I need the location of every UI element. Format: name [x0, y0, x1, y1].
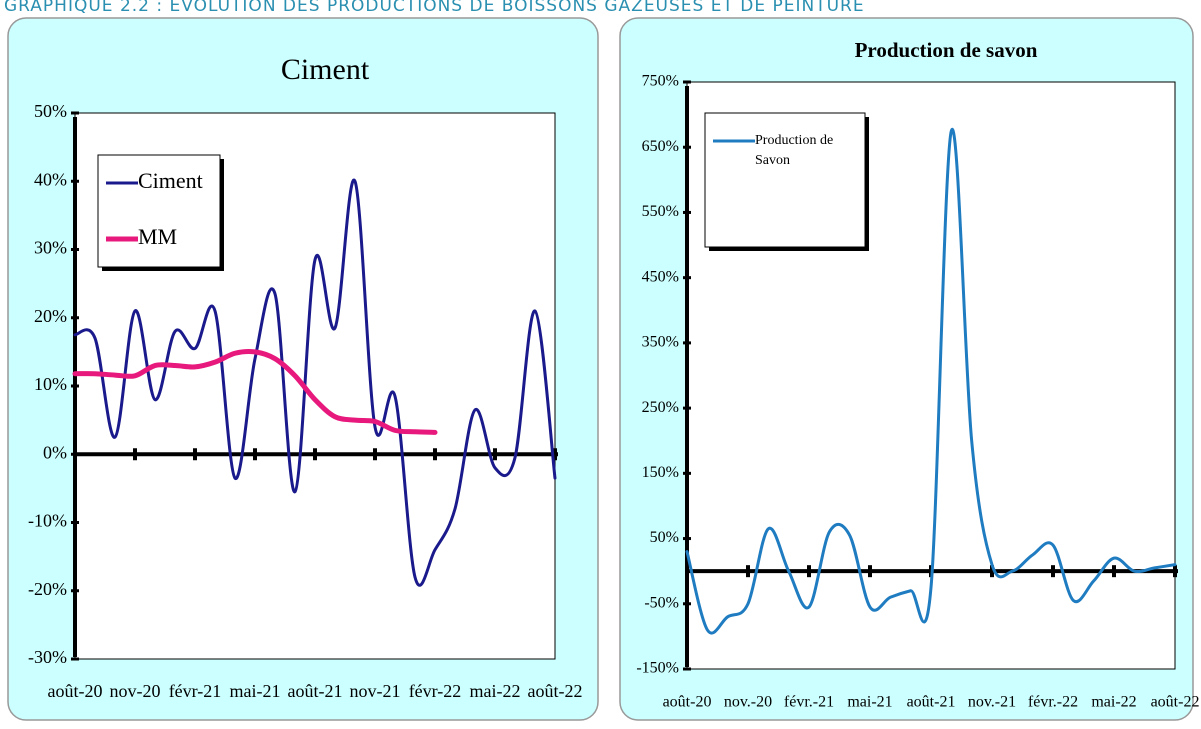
- legend-label: Ciment: [138, 168, 203, 193]
- y-tick-label: 550%: [642, 203, 679, 220]
- y-tick-label: 750%: [642, 73, 679, 90]
- x-tick-label: nov.-21: [968, 694, 1016, 711]
- y-tick-label: 650%: [642, 138, 679, 155]
- y-tick-label: -20%: [28, 579, 67, 599]
- y-tick-label: 50%: [650, 529, 679, 546]
- y-tick-label: 50%: [34, 101, 67, 121]
- y-tick-label: 250%: [642, 399, 679, 416]
- y-tick-label: 30%: [34, 238, 67, 258]
- y-tick-label: 20%: [34, 306, 67, 326]
- chart-title: Ciment: [281, 53, 370, 86]
- x-tick-label: févr.-22: [1028, 694, 1078, 711]
- y-tick-label: -30%: [28, 647, 67, 667]
- series-line: [72, 348, 438, 435]
- chart-title: Production de savon: [855, 38, 1038, 62]
- y-tick-label: -150%: [636, 660, 679, 677]
- x-tick-label: mai-22: [470, 681, 521, 701]
- x-tick-label: févr-21: [169, 681, 222, 701]
- x-tick-label: nov-20: [110, 681, 161, 701]
- x-tick-label: nov.-20: [724, 694, 772, 711]
- y-tick-label: 10%: [34, 374, 67, 394]
- series-line: [685, 127, 1177, 635]
- x-tick-label: mai-21: [847, 694, 892, 711]
- y-tick-label: 0%: [43, 442, 67, 462]
- x-tick-label: févr-22: [409, 681, 462, 701]
- x-tick-label: août-21: [907, 694, 956, 711]
- y-tick-label: 450%: [642, 268, 679, 285]
- legend-label: Production de Savon: [755, 133, 834, 168]
- x-tick-label: août-20: [48, 681, 103, 701]
- page-header: GRAPHIQUE 2.2 : EVOLUTION DES PRODUCTION…: [4, 0, 865, 16]
- legend: [97, 154, 221, 268]
- y-tick-label: -50%: [644, 594, 679, 611]
- legend: [704, 112, 866, 248]
- x-tick-label: mai-22: [1091, 694, 1136, 711]
- x-tick-label: févr.-21: [784, 694, 834, 711]
- x-tick-label: août-21: [288, 681, 343, 701]
- x-tick-label: nov-21: [350, 681, 401, 701]
- y-tick-label: 40%: [34, 169, 67, 189]
- y-tick-label: 350%: [642, 334, 679, 351]
- legend-label: MM: [138, 224, 177, 249]
- x-tick-label: août-20: [663, 694, 712, 711]
- x-tick-label: août-22: [1151, 694, 1200, 711]
- legend-label-box: Production de Savon: [755, 133, 834, 168]
- x-tick-label: août-22: [528, 681, 583, 701]
- y-tick-label: 150%: [642, 464, 679, 481]
- y-tick-label: -10%: [28, 511, 67, 531]
- series-line: [73, 178, 557, 587]
- x-tick-label: mai-21: [230, 681, 281, 701]
